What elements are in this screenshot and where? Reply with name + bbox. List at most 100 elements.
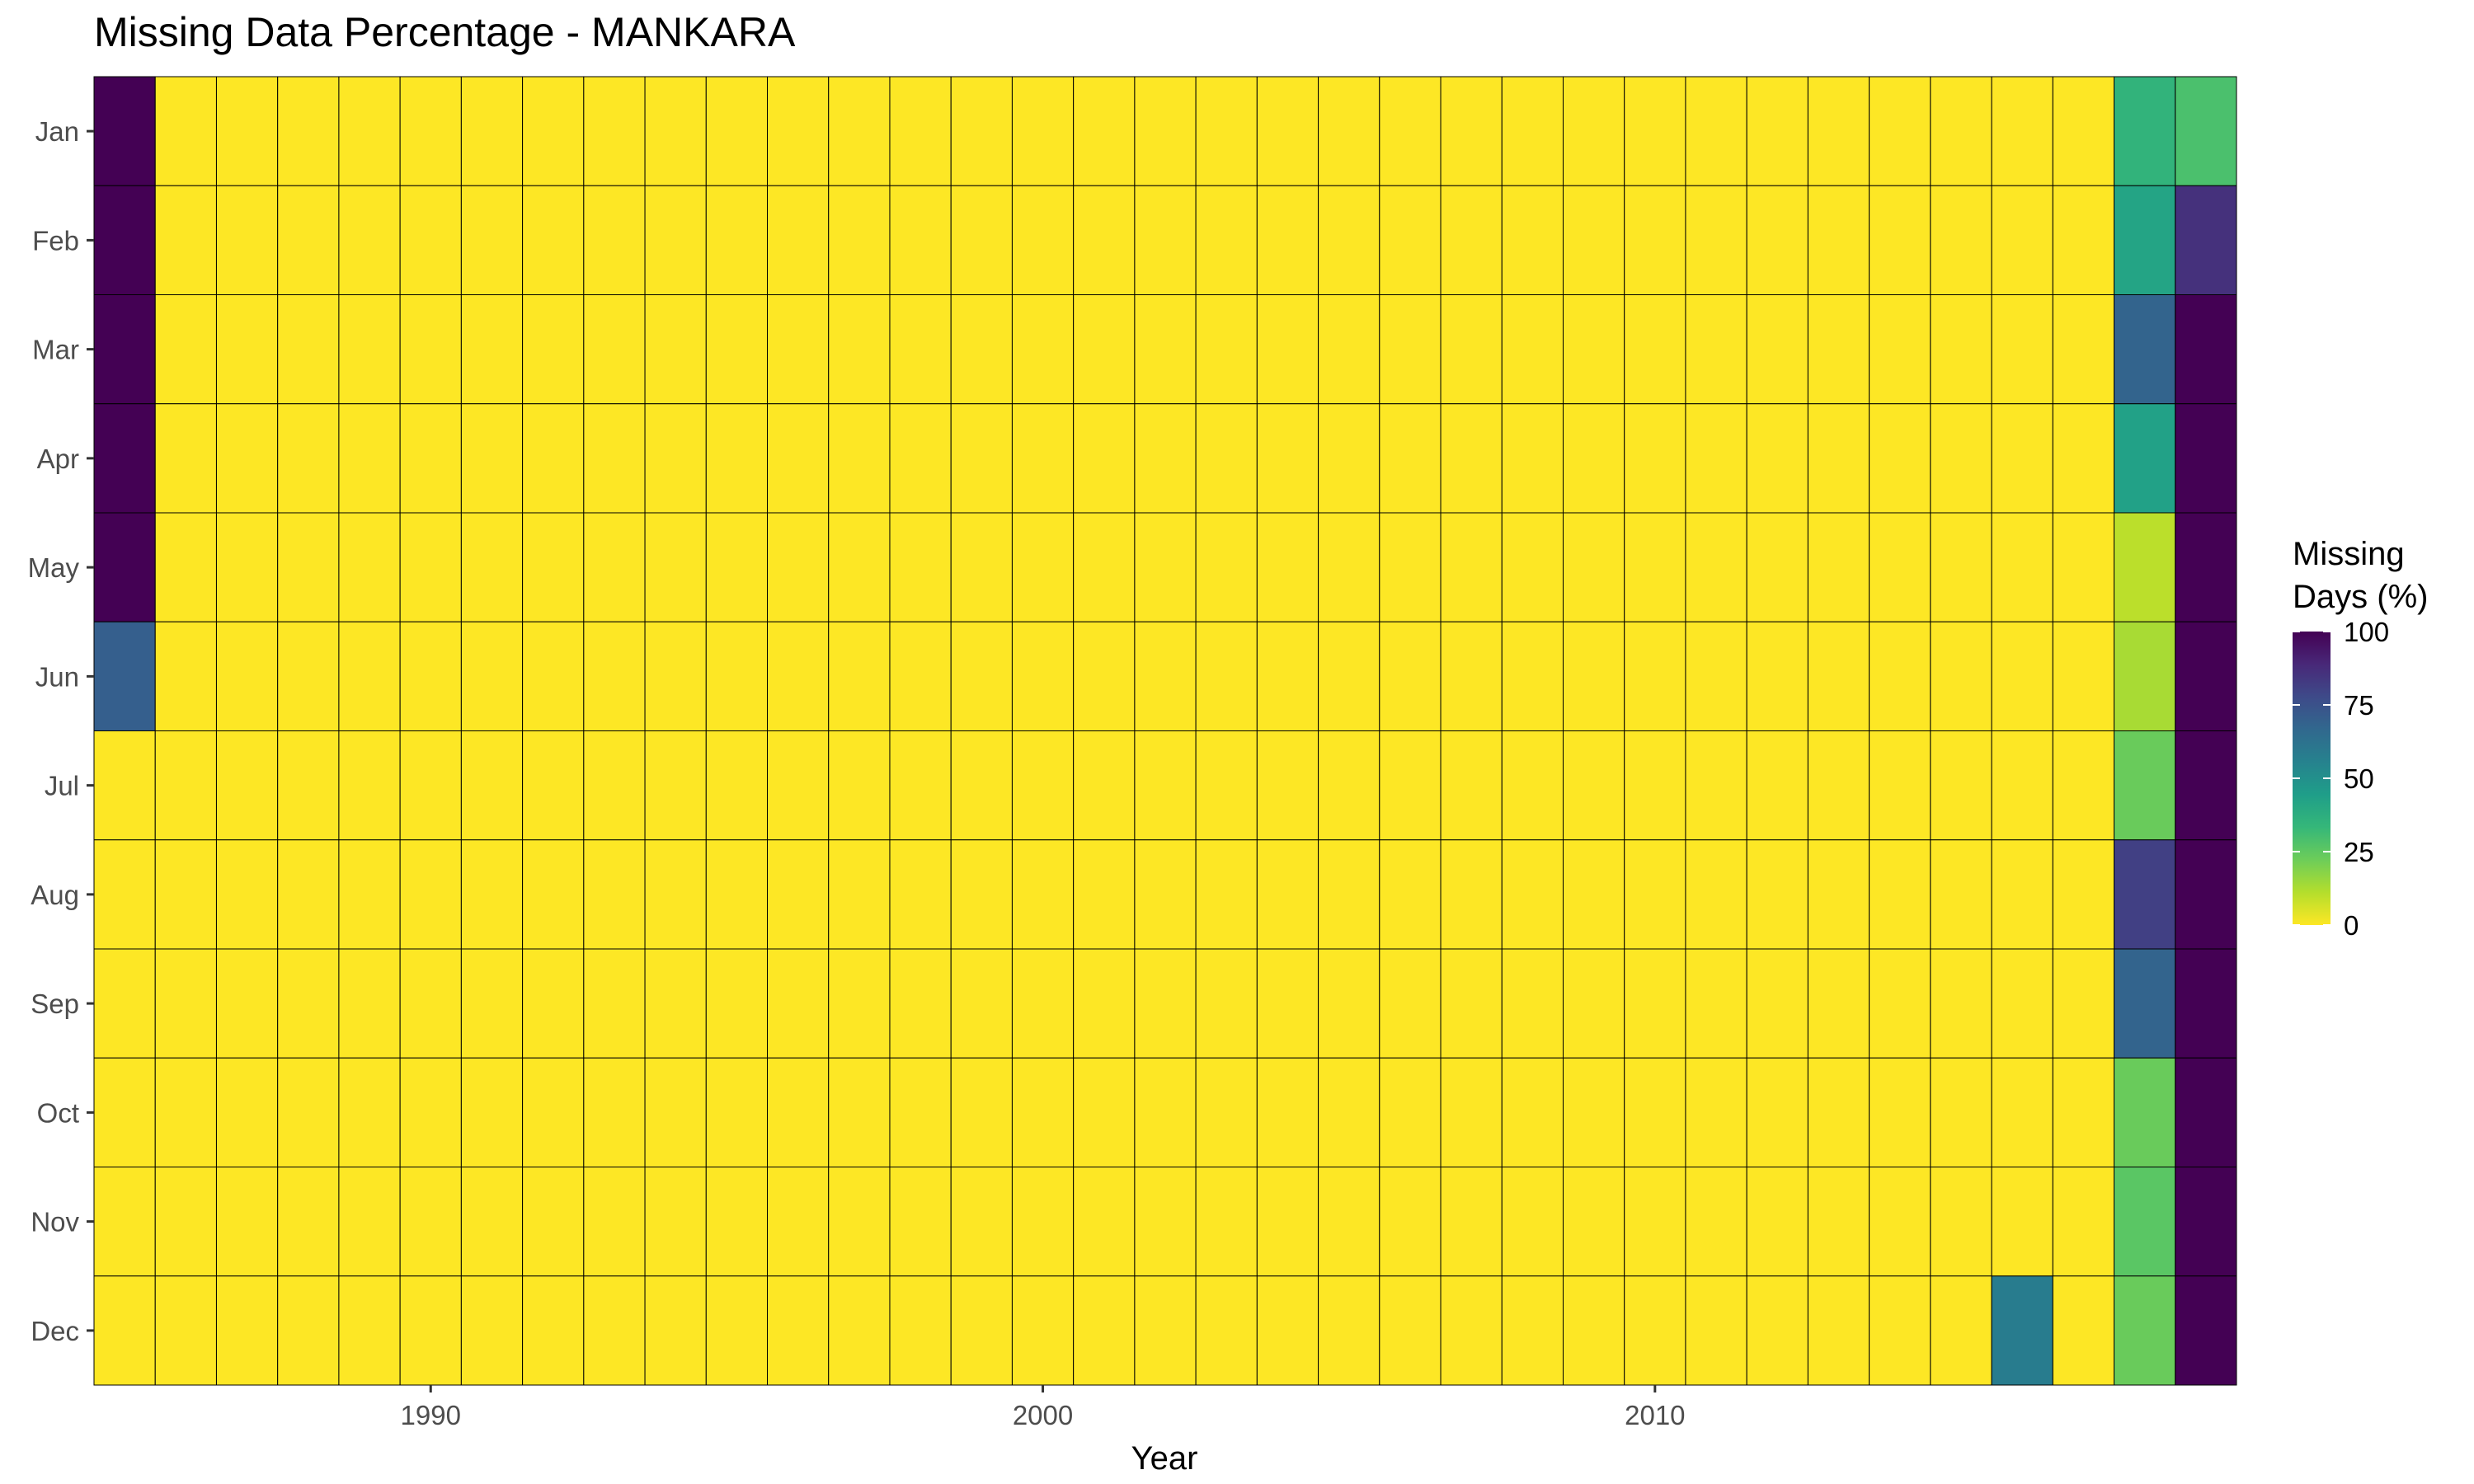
heatmap-cell-2014-mar [1869,294,1931,405]
heatmap-cell-2019-nov [2175,1167,2237,1277]
heatmap-cell-1996-jul [767,730,830,841]
heatmap-cell-1998-dec [889,1275,952,1386]
heatmap-cell-1994-oct [644,1057,707,1167]
y-tick-label-aug: Aug [31,880,79,910]
heatmap-cell-1992-jul [522,730,585,841]
heatmap-cell-1989-jan [338,76,401,186]
heatmap-cell-2005-aug [1318,839,1380,950]
heatmap-cell-2000-aug [1011,839,1075,950]
heatmap-cell-1987-mar [215,294,279,405]
heatmap-cell-1985-oct [93,1057,156,1167]
heatmap-cell-2006-jun [1379,621,1442,731]
heatmap-cell-1986-apr [154,403,217,514]
heatmap-cell-2007-feb [1440,185,1503,295]
heatmap-cell-2012-oct [1746,1057,1808,1167]
legend-tick-label-50: 50 [2344,763,2374,794]
heatmap-cell-1999-mar [950,294,1013,405]
heatmap-cell-2008-sep [1501,948,1564,1059]
heatmap-cell-2010-dec [1624,1275,1686,1386]
y-tick-label-feb: Feb [32,225,79,256]
heatmap-cell-1992-oct [522,1057,585,1167]
heatmap-cell-2014-feb [1869,185,1931,295]
heatmap-cell-1986-jul [154,730,217,841]
heatmap-cell-2009-jul [1562,730,1625,841]
heatmap-cell-2007-jan [1440,76,1503,186]
heatmap-cell-2007-oct [1440,1057,1503,1167]
heatmap-cell-1999-jul [950,730,1013,841]
heatmap-cell-1990-jan [399,76,462,186]
heatmap-cell-2016-dec [1991,1275,2053,1386]
heatmap-cell-2010-oct [1624,1057,1686,1167]
heatmap-cell-2002-dec [1134,1275,1197,1386]
heatmap-cell-2015-jan [1930,76,1992,186]
heatmap-cell-1987-nov [215,1167,279,1277]
y-tick-label-jun: Jun [35,661,79,692]
heatmap-cell-1992-sep [522,948,585,1059]
heatmap-cell-2017-nov [2052,1167,2115,1277]
heatmap-cell-2011-feb [1685,185,1747,295]
heatmap-cell-2000-may [1011,512,1075,622]
heatmap-cell-1991-may [460,512,524,622]
heatmap-cell-2002-aug [1134,839,1197,950]
heatmap-cell-2005-jan [1318,76,1380,186]
heatmap-cell-1995-may [705,512,769,622]
x-tick-label-1990: 1990 [401,1400,461,1430]
heatmap-cell-2017-sep [2052,948,2115,1059]
heatmap-cell-1999-aug [950,839,1013,950]
heatmap-cell-2017-dec [2052,1275,2115,1386]
heatmap-cell-2000-sep [1011,948,1075,1059]
heatmap-cell-2013-oct [1807,1057,1870,1167]
heatmap-cell-2019-jun [2175,621,2237,731]
heatmap-cell-2014-jul [1869,730,1931,841]
heatmap-cell-1994-feb [644,185,707,295]
heatmap-cell-1996-feb [767,185,830,295]
heatmap-cell-2011-jun [1685,621,1747,731]
heatmap-cell-2003-sep [1195,948,1258,1059]
heatmap-cell-1993-jun [583,621,646,731]
heatmap-cell-1987-may [215,512,279,622]
heatmap-cell-1999-nov [950,1167,1013,1277]
heatmap-cell-2005-dec [1318,1275,1380,1386]
heatmap-cell-2007-aug [1440,839,1503,950]
heatmap-cell-2013-apr [1807,403,1870,514]
chart-title: Missing Data Percentage - MANKARA [94,9,796,55]
heatmap-cell-2019-jul [2175,730,2237,841]
heatmap-cell-2003-jun [1195,621,1258,731]
y-tick-label-nov: Nov [31,1207,79,1237]
heatmap-cell-1994-jul [644,730,707,841]
heatmap-cell-1998-aug [889,839,952,950]
heatmap-cell-1997-jun [828,621,891,731]
heatmap-cell-2005-oct [1318,1057,1380,1167]
heatmap-cell-1991-aug [460,839,524,950]
heatmap-cell-2014-oct [1869,1057,1931,1167]
heatmap-cell-2018-aug [2114,839,2176,950]
heatmap-cell-1996-may [767,512,830,622]
heatmap-cell-1993-feb [583,185,646,295]
heatmap-cell-2008-jul [1501,730,1564,841]
heatmap-cell-2012-jun [1746,621,1808,731]
heatmap-cell-2015-dec [1930,1275,1992,1386]
heatmap-cell-1998-mar [889,294,952,405]
heatmap-cell-2004-apr [1256,403,1319,514]
heatmap-cell-2006-jan [1379,76,1442,186]
heatmap-cell-2019-dec [2175,1275,2237,1386]
heatmap-cell-1987-aug [215,839,279,950]
heatmap-cell-2011-aug [1685,839,1747,950]
heatmap-cell-1989-nov [338,1167,401,1277]
heatmap-cell-2002-mar [1134,294,1197,405]
heatmap-cell-1998-oct [889,1057,952,1167]
heatmap-cell-1994-jan [644,76,707,186]
heatmap-cell-1990-sep [399,948,462,1059]
heatmap-cell-2001-apr [1073,403,1136,514]
heatmap-cell-2006-oct [1379,1057,1442,1167]
heatmap-cell-1994-jun [644,621,707,731]
x-axis: 1990 2000 2010 [401,1385,1686,1430]
heatmap-cell-1996-jan [767,76,830,186]
heatmap-cell-2017-aug [2052,839,2115,950]
heatmap-cell-2008-jun [1501,621,1564,731]
heatmap-cell-1987-oct [215,1057,279,1167]
heatmap-cell-2009-apr [1562,403,1625,514]
legend-tick-label-75: 75 [2344,690,2374,721]
heatmap-cell-2001-mar [1073,294,1136,405]
heatmap-cell-2008-apr [1501,403,1564,514]
